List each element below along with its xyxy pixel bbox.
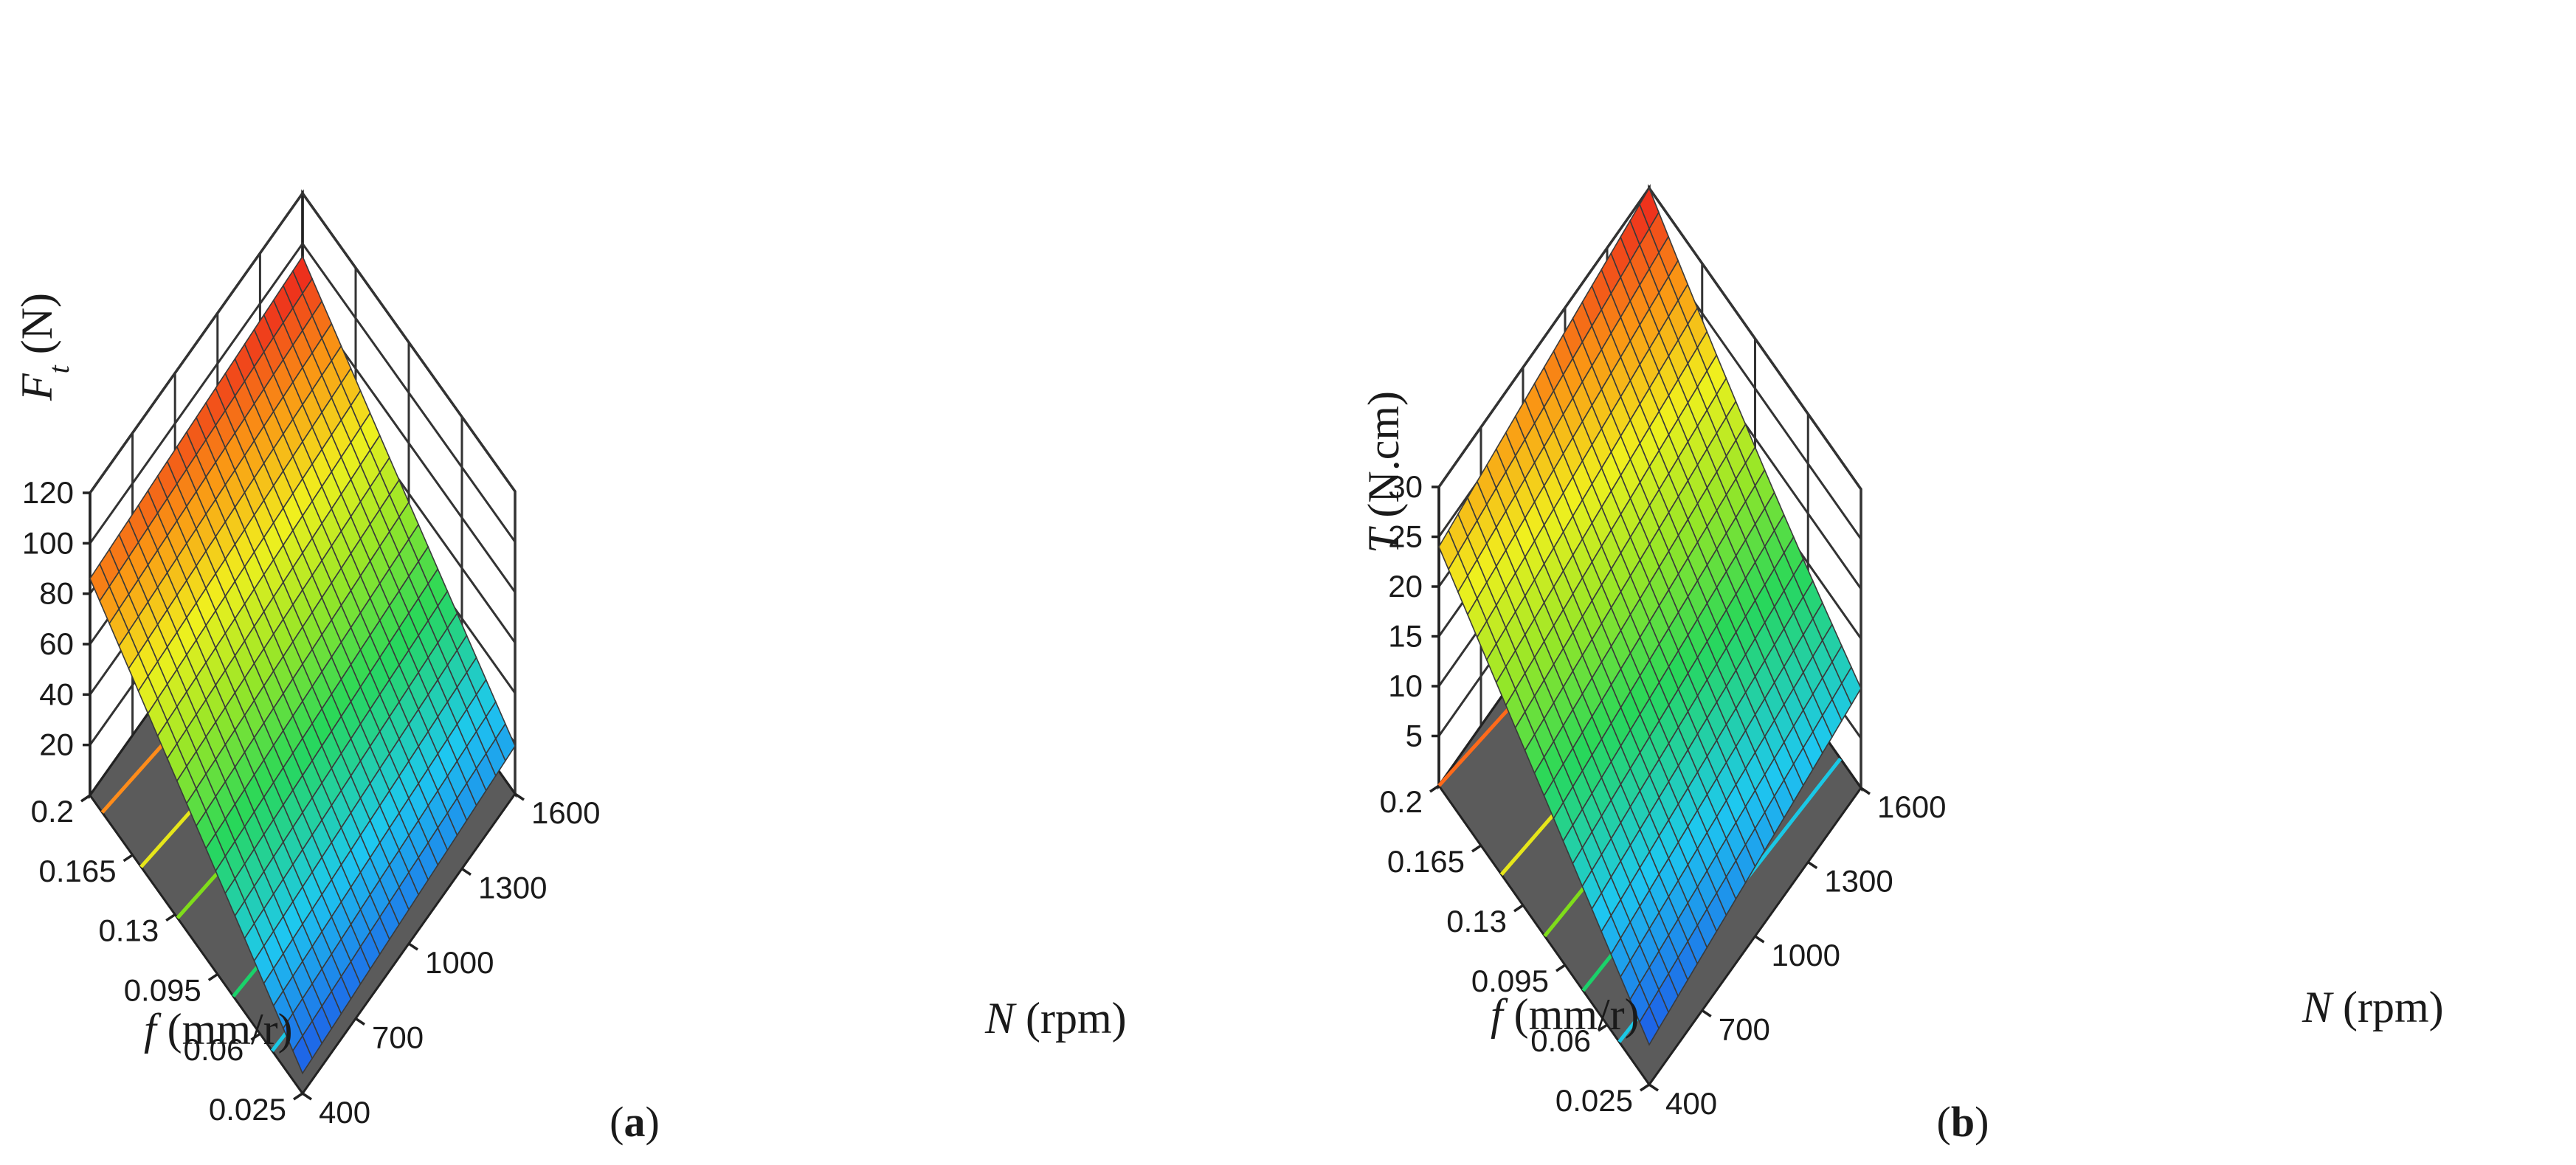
z-grid-line	[89, 241, 517, 545]
f-tick-mark	[1640, 1083, 1650, 1092]
z-tick-label: 5	[1406, 719, 1423, 753]
ticks-b: 5 10 15 20 25 30 0.2 0.165 0.13 0.095 0.06 0.025 400…	[1380, 469, 1947, 1121]
z-tick-label: 25	[1388, 519, 1423, 554]
f-axis-label-b: f (mm/r)	[1491, 990, 1640, 1039]
f-tick-label: 0.13	[98, 913, 159, 948]
response-surface-b	[1438, 187, 1862, 1046]
f-tick-mark	[1555, 964, 1566, 972]
z-grid-line	[89, 191, 517, 494]
z-tick-label: 15	[1388, 619, 1423, 654]
chart-panel-b: 5 10 15 20 25 30 0.2 0.165 0.13 0.095 0.06 0.025 400…	[1359, 184, 2444, 1146]
caption-a: (a)	[610, 1098, 660, 1146]
f-tick-mark	[207, 972, 218, 981]
n-tick-label: 1300	[478, 871, 547, 905]
f-tick-label: 0.025	[209, 1092, 286, 1127]
n-tick-label: 1300	[1824, 864, 1893, 899]
f-tick-label: 0.06	[184, 1032, 244, 1067]
n-tick-mark	[514, 792, 525, 801]
z-tick-label: 60	[39, 626, 74, 661]
n-tick-mark	[1754, 935, 1765, 944]
n-tick-mark	[1807, 861, 1818, 869]
surface-patch	[291, 1034, 314, 1075]
n-tick-mark	[1648, 1083, 1659, 1092]
surface-patch	[1639, 1004, 1660, 1046]
n-tick-label: 1000	[1772, 938, 1840, 972]
n-tick-mark	[302, 1092, 312, 1101]
z-tick-label: 40	[39, 677, 74, 711]
z-tick-label: 20	[1388, 569, 1423, 604]
n-tick-mark	[1860, 787, 1871, 795]
n-axis-label-a: N (rpm)	[984, 994, 1127, 1043]
n-tick-mark	[461, 868, 472, 876]
f-tick-mark	[80, 794, 91, 803]
z-tick-label: 100	[22, 525, 74, 560]
f-tick-mark	[293, 1092, 303, 1101]
f-tick-label: 0.2	[31, 794, 74, 829]
f-tick-label: 0.165	[38, 854, 116, 888]
n-tick-label: 400	[319, 1095, 370, 1130]
n-tick-mark	[355, 1017, 365, 1026]
f-tick-mark	[250, 1032, 261, 1041]
f-tick-label: 0.095	[1471, 964, 1549, 998]
chart-panel-a: 20 40 60 80 100 120 0.2 0.165 0.13 0.095 0.06 0.025…	[13, 189, 1127, 1146]
n-tick-label: 1000	[425, 945, 494, 980]
f-tick-label: 0.025	[1555, 1083, 1633, 1118]
n-tick-mark	[408, 942, 418, 951]
z-tick-label: 10	[1388, 668, 1423, 703]
f-tick-mark	[165, 913, 176, 922]
z-tick-label: 80	[39, 576, 74, 611]
n-axis-label-b: N (rpm)	[2302, 983, 2444, 1031]
n-tick-label: 1600	[531, 795, 600, 830]
n-tick-label: 1600	[1877, 789, 1946, 824]
caption-b: (b)	[1937, 1098, 1989, 1146]
z-tick-label: 20	[39, 727, 74, 762]
f-tick-label: 0.13	[1446, 904, 1507, 938]
f-tick-mark	[1471, 844, 1482, 853]
z-axis-label-a: Ft (N)	[13, 293, 75, 401]
f-axis-label-a: f (mm/r)	[144, 1005, 293, 1054]
n-tick-label: 700	[1719, 1012, 1770, 1047]
f-tick-mark	[1429, 784, 1440, 793]
response-surface-a	[89, 255, 516, 1075]
z-tick-label: 120	[22, 475, 74, 510]
n-tick-label: 400	[1665, 1086, 1717, 1121]
n-tick-label: 700	[372, 1020, 424, 1055]
f-tick-mark	[1598, 1023, 1608, 1032]
f-tick-mark	[122, 854, 134, 862]
f-tick-label: 0.095	[124, 972, 201, 1007]
f-tick-mark	[1513, 904, 1524, 913]
ticks-a: 20 40 60 80 100 120 0.2 0.165 0.13 0.095 0.06 0.025…	[22, 475, 601, 1130]
n-tick-mark	[1701, 1009, 1712, 1017]
f-tick-label: 0.06	[1530, 1023, 1591, 1058]
f-tick-label: 0.165	[1387, 844, 1465, 879]
z-axis-label-b: T (N.cm)	[1359, 391, 1408, 553]
z-tick-label: 30	[1388, 469, 1423, 504]
f-tick-label: 0.2	[1380, 784, 1423, 819]
